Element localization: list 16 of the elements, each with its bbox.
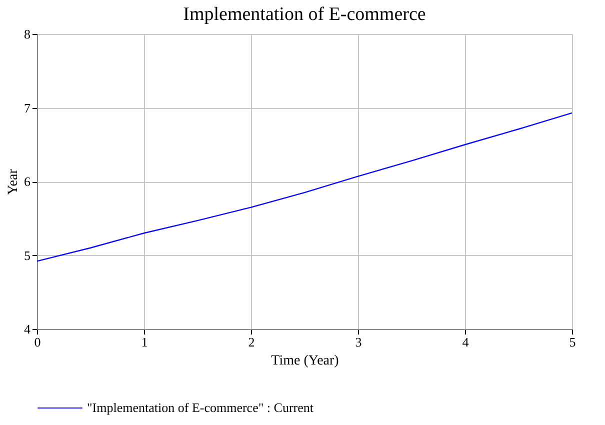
x-axis-title: Time (Year) — [271, 354, 340, 368]
line-series — [36, 112, 573, 262]
x-tick-label: 1 — [141, 334, 148, 350]
y-tick-label: 5 — [24, 248, 30, 263]
x-tick-label: 3 — [355, 334, 362, 350]
y-tick-label: 8 — [24, 26, 30, 42]
x-tick-label: 0 — [34, 334, 41, 350]
x-tick-label: 2 — [248, 334, 255, 350]
y-tick-label: 7 — [24, 100, 31, 116]
x-tick-label: 4 — [462, 334, 470, 350]
y-axis-title: Year — [6, 168, 21, 195]
y-tick-label: 4 — [24, 322, 31, 336]
legend-label: "Implementation of E-commerce" : Current — [87, 400, 314, 415]
x-tick-label: 5 — [569, 334, 576, 350]
y-tick-label: 6 — [24, 174, 31, 189]
chart-title: Implementation of E-commerce — [183, 4, 426, 25]
